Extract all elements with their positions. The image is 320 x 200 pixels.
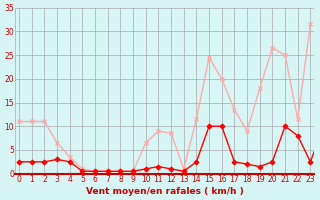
X-axis label: Vent moyen/en rafales ( km/h ): Vent moyen/en rafales ( km/h ) [86, 187, 244, 196]
